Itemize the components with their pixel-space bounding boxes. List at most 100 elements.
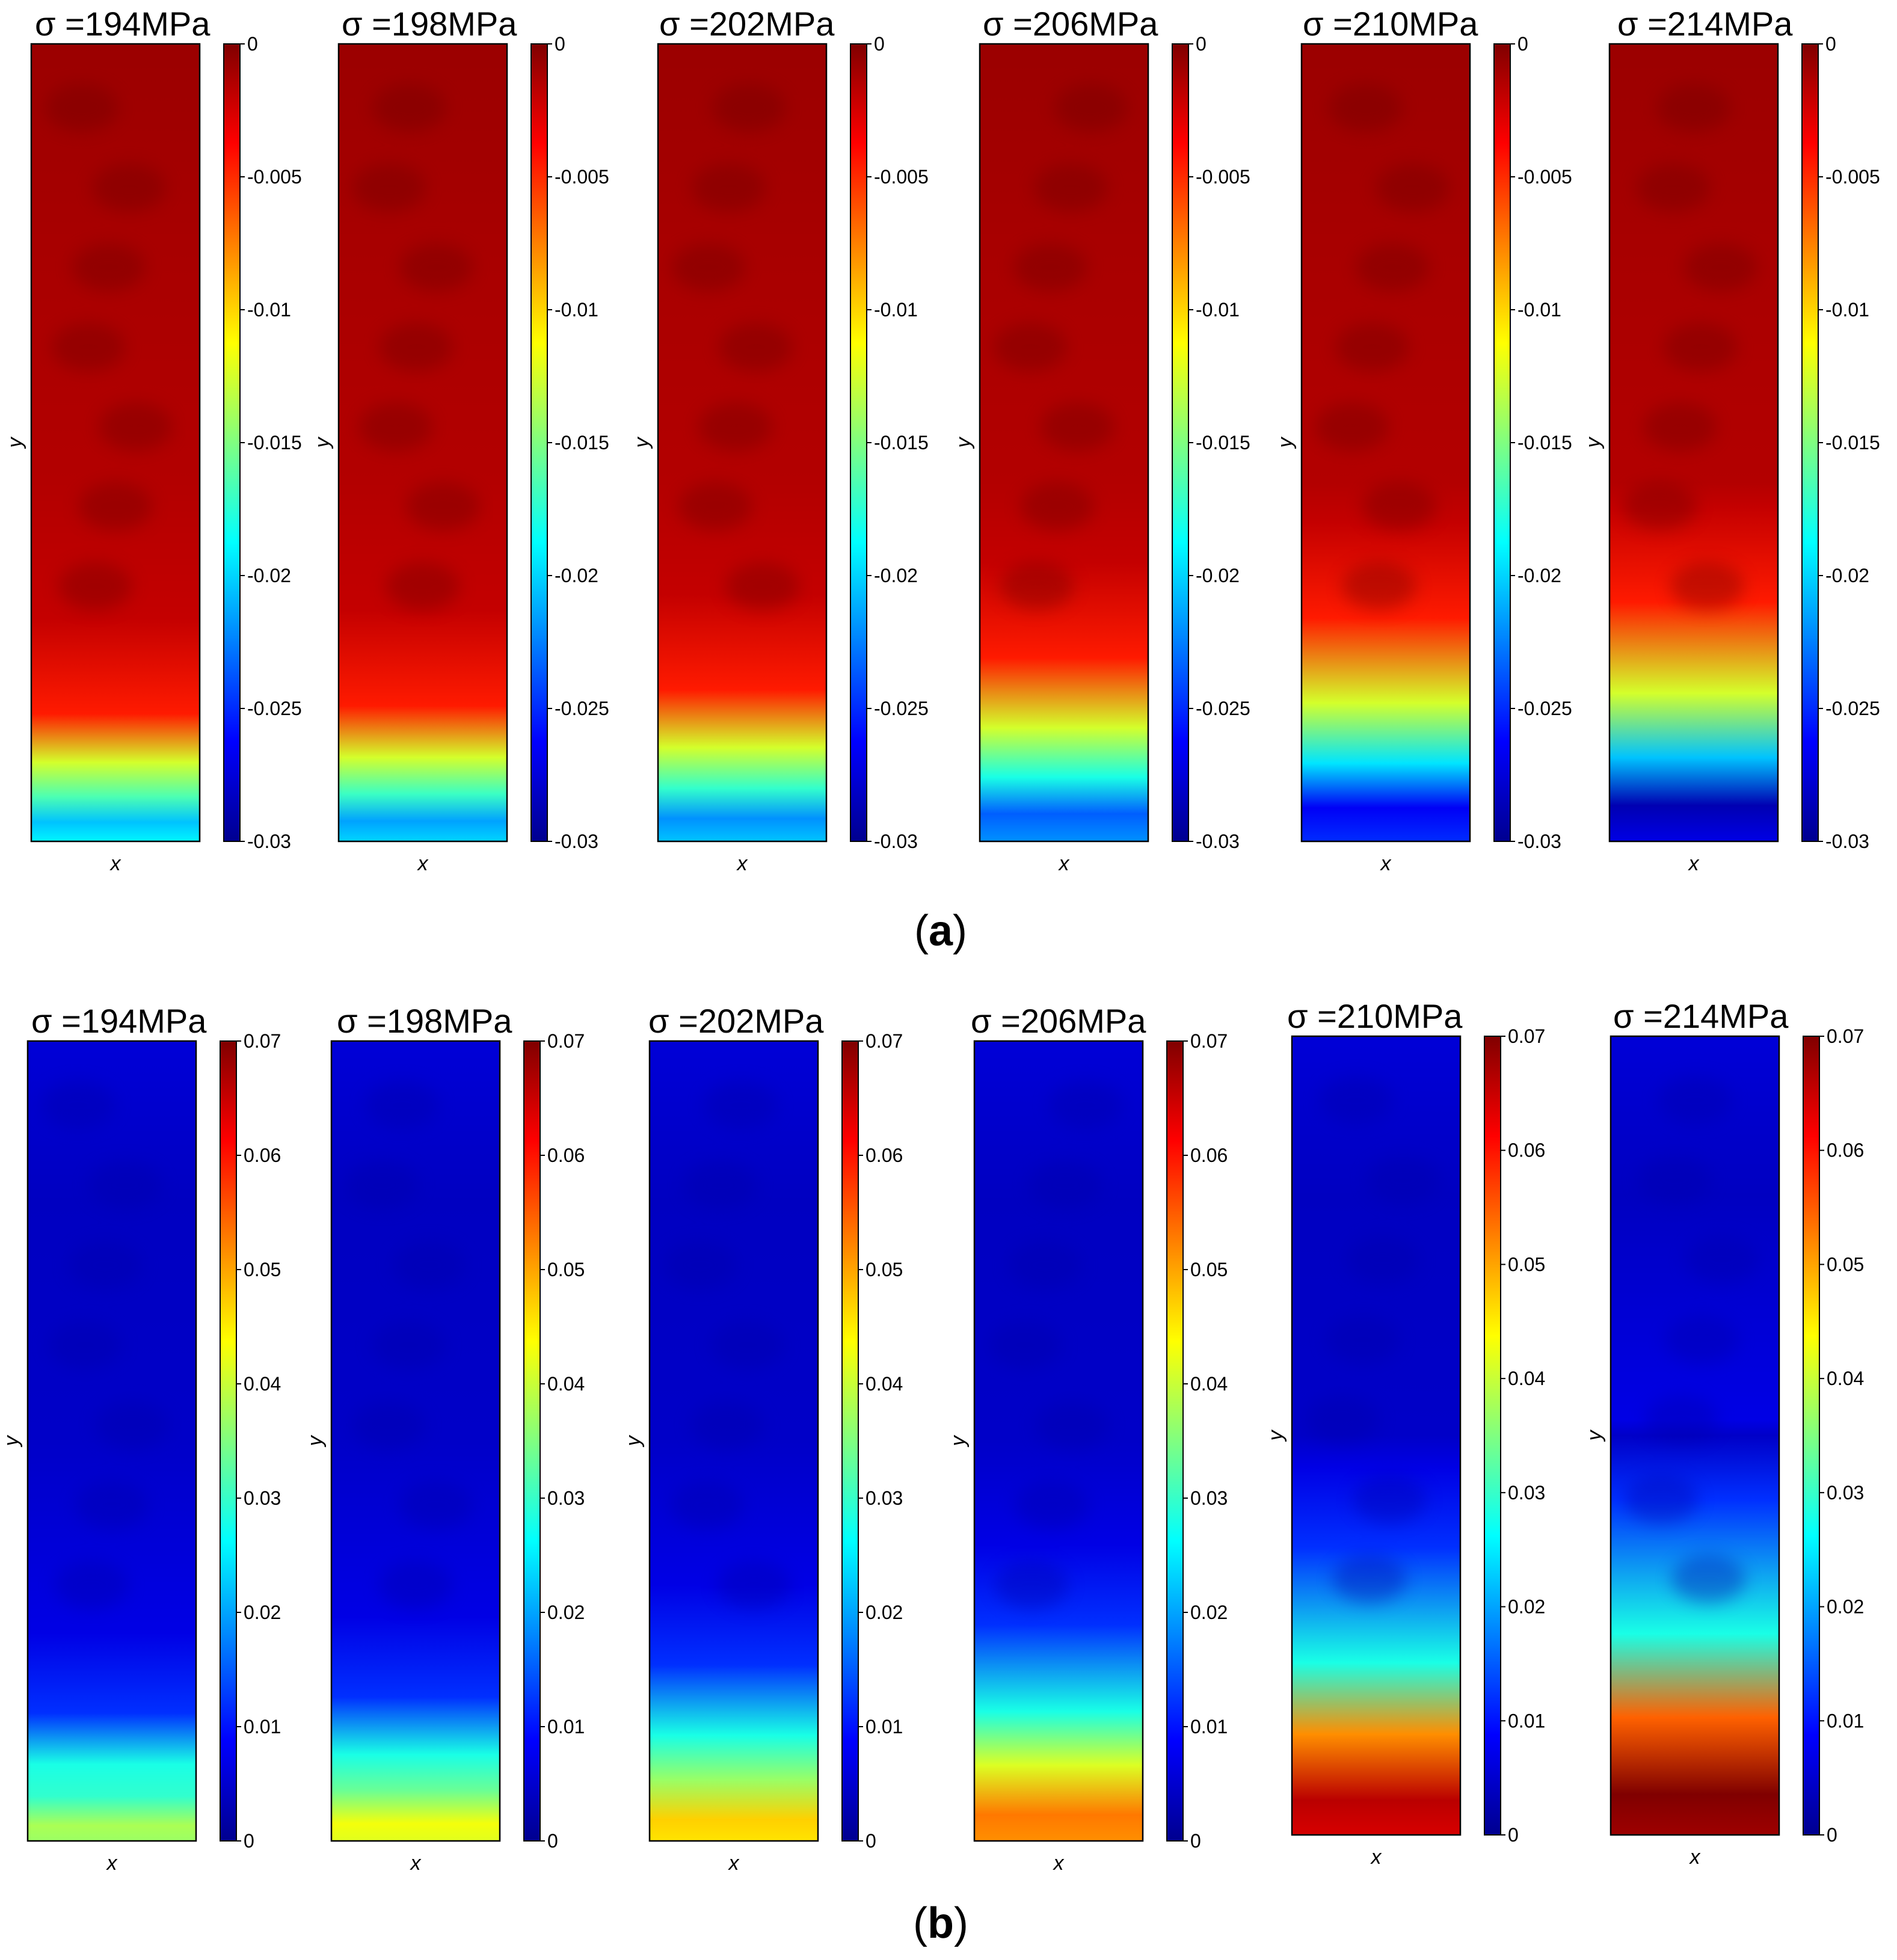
colorbar — [523, 1040, 541, 1842]
colorbar — [220, 1040, 237, 1842]
heatmap-frame — [1608, 43, 1779, 843]
x-axis-label: x — [1689, 1846, 1701, 1869]
colorbar — [1484, 1036, 1501, 1836]
y-axis-label: y — [952, 437, 975, 449]
colorbar-tick-label: 0.07 — [1508, 1025, 1545, 1047]
map-title: σ =194MPa — [31, 1002, 207, 1040]
colorbar-tick-label: -0.005 — [874, 166, 929, 188]
panel-label-a: (a) — [914, 907, 967, 955]
heatmap-frame — [973, 1040, 1144, 1842]
colorbar-tick-label: 0.04 — [1508, 1368, 1545, 1389]
colorbar-tick-label: -0.025 — [1825, 698, 1880, 719]
colorbar-tick-label: -0.015 — [247, 432, 302, 453]
x-axis-label: x — [109, 852, 121, 875]
colorbar-tick-label: -0.02 — [1517, 565, 1561, 586]
map-title: σ =214MPa — [1617, 5, 1793, 43]
colorbar-tick-label: -0.02 — [1825, 565, 1869, 586]
colorbar-tick-label: -0.005 — [555, 166, 609, 188]
colorbar-tick-label: 0.03 — [865, 1487, 903, 1509]
colorbar-tick-label: 0.07 — [865, 1030, 903, 1052]
heatmap-texture — [1624, 1076, 1759, 1603]
colorbar-tick-label: -0.005 — [1196, 166, 1250, 188]
colorbar-tick-label: -0.02 — [874, 565, 918, 586]
colorbar-tick-label: -0.025 — [874, 698, 929, 719]
y-axis-label: y — [0, 1435, 23, 1448]
colorbar-tick-label: -0.025 — [247, 698, 302, 719]
y-axis-label: y — [630, 437, 653, 449]
colorbar-tick-label: -0.01 — [1196, 299, 1240, 321]
colorbar-tick-label: 0 — [1196, 33, 1207, 55]
heatmap-frame — [979, 43, 1149, 843]
x-axis-label: x — [1370, 1846, 1382, 1869]
map-title: σ =198MPa — [342, 5, 517, 43]
colorbar-tick-label: 0 — [1190, 1830, 1201, 1852]
colorbar-tick-label: 0 — [874, 33, 885, 55]
y-axis-label: y — [304, 1435, 327, 1448]
colorbar-tick-label: 0.04 — [1827, 1368, 1864, 1389]
heatmap-frame — [337, 43, 508, 843]
colorbar-tick-label: 0 — [547, 1830, 558, 1852]
colorbar-tick-label: 0.05 — [1827, 1253, 1864, 1275]
heatmap-frame — [30, 43, 201, 843]
heatmap-frame — [330, 1040, 501, 1842]
heatmap-texture — [1623, 84, 1758, 610]
y-axis-label: y — [311, 437, 334, 449]
colorbar-tick-label: 0.02 — [547, 1602, 585, 1623]
colorbar-tick-label: -0.025 — [1517, 698, 1572, 719]
y-axis-label: y — [947, 1435, 970, 1448]
x-axis-label: x — [417, 852, 429, 875]
heatmap-texture — [663, 1081, 792, 1609]
colorbar-tick-label: 0 — [1517, 33, 1528, 55]
colorbar-tick-label: -0.005 — [247, 166, 302, 188]
map-b-198: σ =198MPa x y 0.07 0.06 0.05 0.04 0.03 0.02 0.01 0 — [304, 1002, 585, 1875]
colorbar-tick-label: 0 — [865, 1830, 876, 1852]
map-title: σ =202MPa — [659, 5, 835, 43]
colorbar-tick-label: 0 — [1825, 33, 1836, 55]
colorbar-tick-label: 0.01 — [1190, 1716, 1228, 1737]
colorbar-tick-label: 0.05 — [1190, 1259, 1228, 1280]
heatmap-texture — [1305, 1076, 1440, 1603]
heatmap-texture — [1315, 84, 1450, 610]
colorbar-tick-label: -0.015 — [874, 432, 929, 453]
colorbar-tick-label: 0.01 — [865, 1716, 903, 1737]
map-a-206: σ =206MPa x y 0 -0.005 -0.01 -0.015 -0.02 -0.025… — [952, 5, 1250, 875]
heatmap-frame — [648, 1040, 819, 1842]
colorbar-tick-label: 0.02 — [865, 1602, 903, 1623]
map-a-194: σ =194MPa x y 0 -0.005 -0.01 -0.015 -0.02 -0.025… — [4, 5, 302, 875]
colorbar-tick-label: 0.07 — [547, 1030, 585, 1052]
heatmap-texture — [671, 84, 800, 610]
colorbar — [1166, 1040, 1184, 1842]
x-axis-label: x — [106, 1852, 118, 1875]
colorbar-tick-label: 0 — [555, 33, 565, 55]
colorbar-tick-label: 0.04 — [865, 1373, 903, 1395]
heatmap-frame — [1610, 1035, 1780, 1836]
colorbar-tick-label: -0.015 — [555, 432, 609, 453]
colorbar-tick-label: -0.02 — [1196, 565, 1240, 586]
y-axis-label: y — [4, 437, 26, 449]
map-b-210: σ =210MPa x y 0.07 0.06 0.05 0.04 0.03 0.02 0.01 0 — [1264, 997, 1545, 1869]
colorbar — [1803, 1036, 1820, 1836]
colorbar — [1493, 43, 1511, 842]
colorbar-tick-label: 0.05 — [547, 1259, 585, 1280]
y-axis-label: y — [1264, 1430, 1287, 1442]
colorbar-tick-label: -0.03 — [1517, 831, 1561, 852]
colorbar-tick-label: -0.01 — [1825, 299, 1869, 321]
colorbar-tick-label: -0.03 — [1196, 831, 1240, 852]
colorbar-tick-label: 0.06 — [1190, 1144, 1228, 1166]
colorbar-tick-label: -0.015 — [1517, 432, 1572, 453]
colorbar-tick-label: 0.07 — [244, 1030, 281, 1052]
y-axis-label: y — [1582, 437, 1605, 449]
colorbar-tick-label: -0.005 — [1517, 166, 1572, 188]
colorbar-tick-label: -0.025 — [1196, 698, 1250, 719]
colorbar-tick-label: 0.06 — [1508, 1140, 1545, 1161]
colorbar-tick-label: 0.02 — [244, 1602, 281, 1623]
colorbar-tick-label: -0.01 — [555, 299, 598, 321]
colorbar-tick-label: 0.07 — [1827, 1025, 1864, 1047]
colorbar-tick-label: -0.03 — [247, 831, 291, 852]
colorbar-tick-label: 0.05 — [244, 1259, 281, 1280]
colorbar-tick-label: -0.03 — [1825, 831, 1869, 852]
map-b-194: σ =194MPa x y 0.07 0.06 0.05 0.04 0.03 0.02 0.01 0 — [0, 1002, 281, 1875]
colorbar-tick-label: 0.05 — [865, 1259, 903, 1280]
colorbar-tick-label: 0.04 — [1190, 1373, 1228, 1395]
